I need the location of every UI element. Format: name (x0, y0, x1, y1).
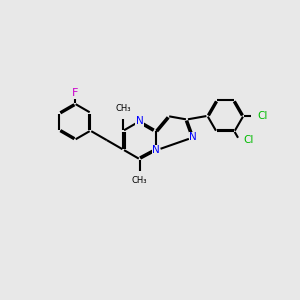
Text: F: F (72, 88, 78, 98)
Text: N: N (190, 132, 197, 142)
Text: CH₃: CH₃ (132, 176, 147, 185)
Text: Cl: Cl (257, 111, 268, 121)
Text: N: N (136, 116, 143, 126)
Text: CH₃: CH₃ (116, 104, 131, 113)
Text: Cl: Cl (243, 136, 254, 146)
Text: N: N (152, 145, 160, 155)
